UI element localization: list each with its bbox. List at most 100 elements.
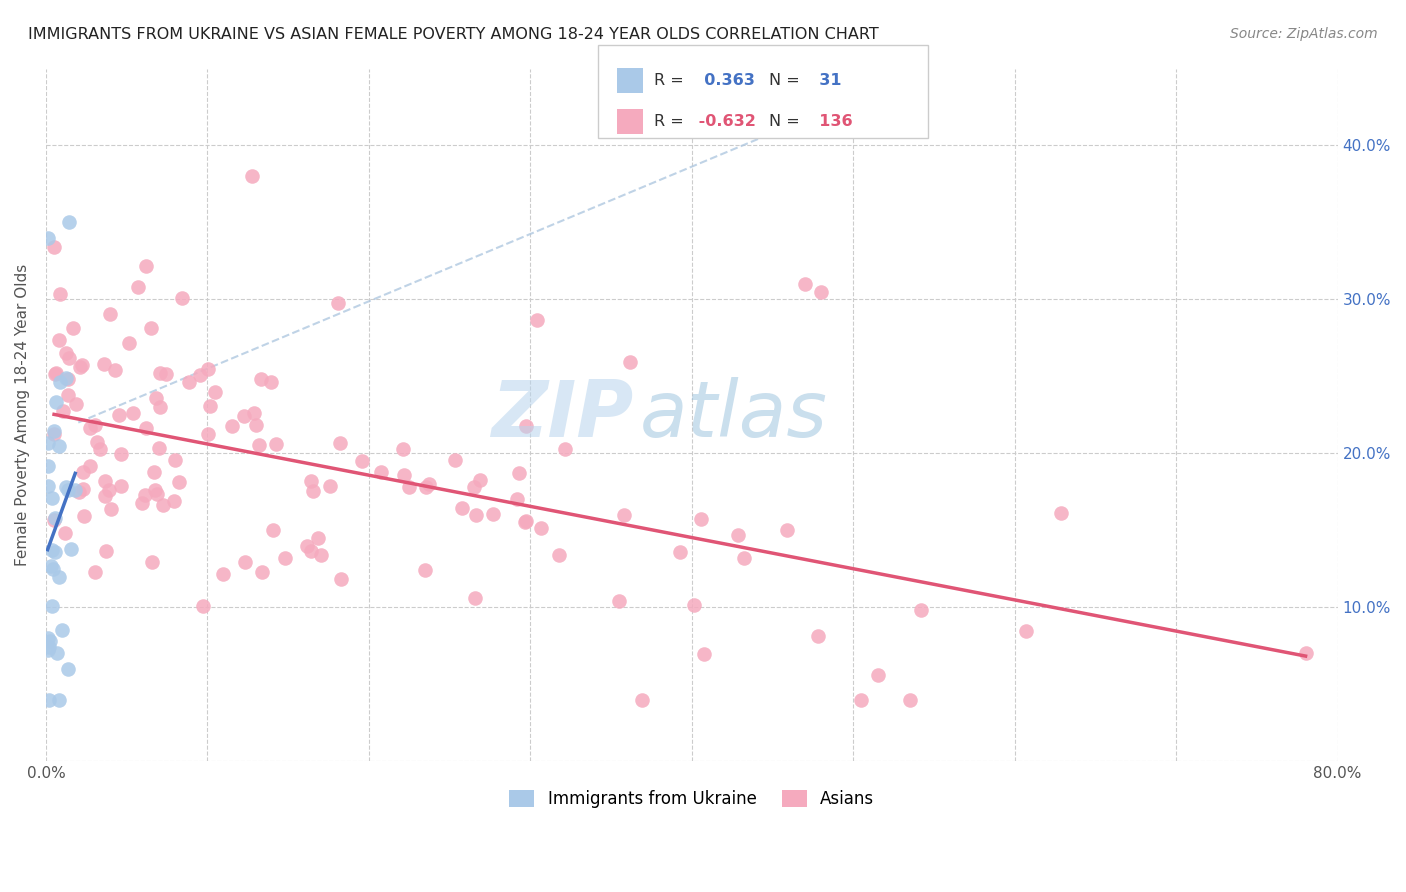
Point [727,528,749,542]
Point [42,561,65,575]
Point [49,287,72,301]
Point [37,436,59,450]
Point [72,482,94,496]
Point [135,421,157,435]
Point [86,435,108,450]
Point [44,424,66,438]
Text: ZIP: ZIP [492,376,634,453]
Point [65,483,87,497]
Point [93,357,115,371]
Point [463,480,485,494]
Point [73,509,96,524]
Point [94,474,117,488]
Point [733,550,755,565]
Point [274,551,297,566]
Point [793,277,815,291]
Point [44,510,66,524]
Point [464,591,486,606]
Text: atlas: atlas [640,376,828,453]
Point [526,312,548,326]
Point [55,480,77,494]
Point [245,418,267,433]
Point [264,437,287,451]
Point [58,372,80,386]
Point [177,376,200,390]
Point [350,454,373,468]
Point [204,384,226,399]
Point [72,465,94,479]
Point [262,523,284,537]
Point [79,458,101,473]
Point [55,346,77,360]
Point [191,599,214,614]
Point [197,426,219,441]
Point [67,485,90,500]
Point [42,426,65,441]
Point [58,351,80,365]
Point [188,368,211,382]
Point [530,521,553,535]
Point [44,367,66,381]
Point [631,692,654,706]
Point [42,240,65,254]
Point [212,567,235,582]
Point [444,453,467,467]
Point [37,231,59,245]
Point [155,368,177,382]
Point [197,362,219,376]
Point [167,475,190,490]
Point [250,372,273,386]
Point [806,629,828,643]
Point [58,388,80,402]
Point [79,421,101,435]
Point [683,598,706,612]
Point [465,508,488,522]
Point [110,447,132,461]
Point [39,633,62,648]
Point [163,453,186,467]
Text: Source: ZipAtlas.com: Source: ZipAtlas.com [1230,27,1378,41]
Point [910,603,932,617]
Point [108,408,131,422]
Point [415,563,437,577]
Point [172,291,194,305]
Point [141,321,163,335]
Point [370,466,392,480]
Point [515,514,537,528]
Point [39,558,62,573]
Point [141,554,163,568]
Point [84,418,107,433]
Point [299,544,322,558]
Point [145,391,167,405]
Point [247,438,270,452]
Point [776,523,799,537]
Point [242,405,264,419]
Point [221,419,243,434]
Point [468,473,491,487]
Point [135,259,157,273]
Point [398,480,420,494]
Point [669,545,692,559]
Point [48,333,70,347]
Point [41,542,63,557]
Point [149,400,172,414]
Point [299,475,322,489]
Point [127,279,149,293]
Point [143,483,166,498]
Point [104,363,127,377]
Text: R =: R = [654,114,683,129]
Text: 0.363: 0.363 [693,72,755,87]
Point [51,624,73,638]
Point [45,394,67,409]
Point [508,466,530,480]
Point [482,508,505,522]
Point [58,215,80,229]
Point [152,498,174,512]
Point [55,370,77,384]
Point [65,397,87,411]
Point [418,477,440,491]
Point [307,531,329,545]
Point [118,336,141,351]
Point [295,539,318,553]
Point [693,648,716,662]
